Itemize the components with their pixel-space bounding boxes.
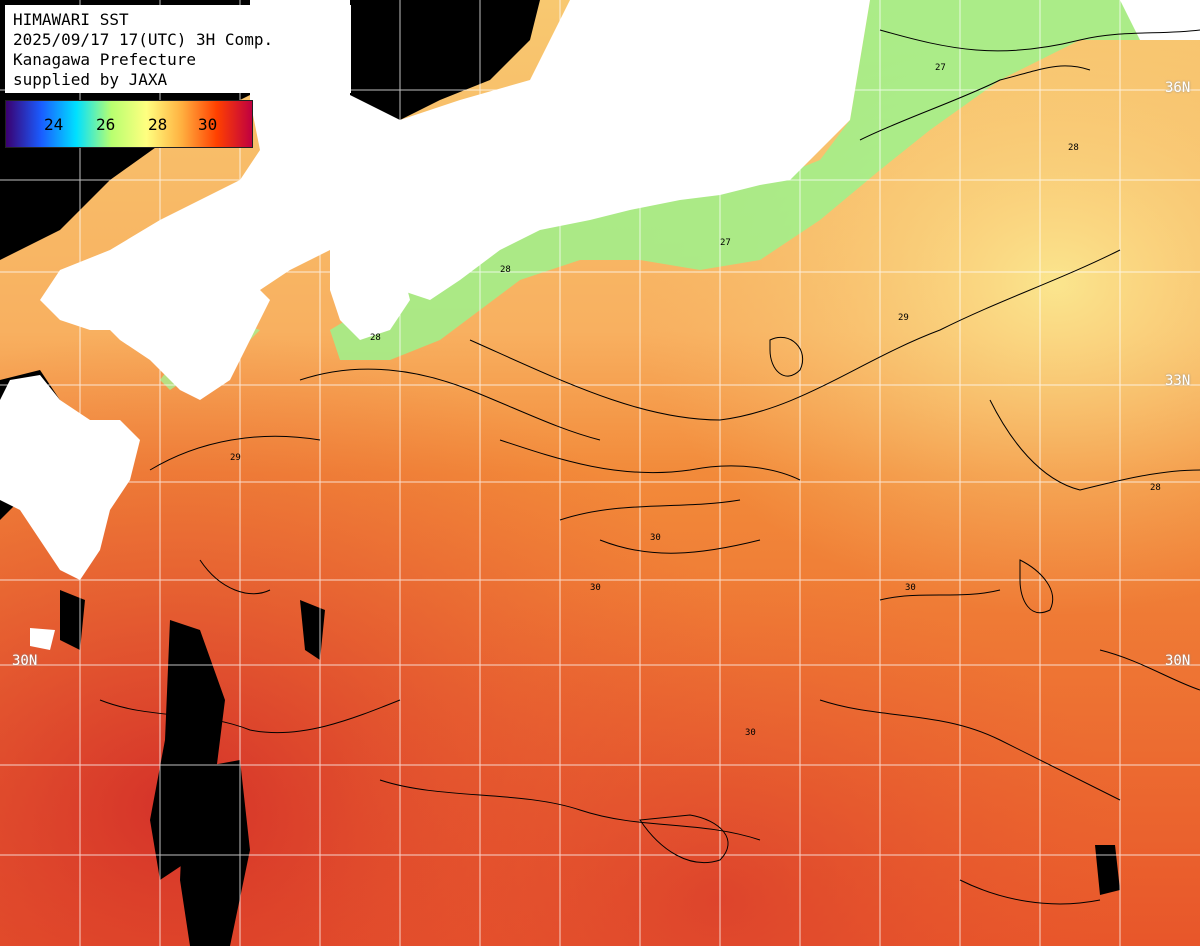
lat-label-30n-right: 30N [1165, 653, 1191, 669]
lat-label-30n-left: 30N [12, 653, 38, 669]
isotherm-contours [99, 29, 1200, 905]
legend-tick-30: 30 [198, 115, 218, 134]
no-data-streak-1 [150, 620, 225, 880]
contour-label-30a: 30 [650, 533, 661, 543]
contour-label-29a: 29 [898, 313, 909, 323]
header-line-datetime: 2025/09/17 17(UTC) 3H Comp. [13, 30, 274, 49]
no-data-streak-3 [300, 600, 325, 660]
contour-label-30b: 30 [590, 583, 601, 593]
contour-label-30d: 30 [905, 583, 916, 593]
header-line-supplier: supplied by JAXA [13, 70, 168, 89]
legend-tick-24: 24 [44, 115, 64, 134]
lat-label-33n-right: 33N [1165, 373, 1191, 389]
land-honshu [40, 0, 870, 330]
contour-label-28b: 28 [1068, 143, 1079, 153]
land-island-small [30, 628, 55, 650]
header-line-region: Kanagawa Prefecture [13, 50, 197, 69]
contour-label-27b: 27 [720, 238, 731, 248]
no-data-east [1095, 845, 1120, 895]
color-legend: 24 26 28 30 [5, 100, 253, 148]
land-kyushu [0, 375, 140, 580]
land-shikoku [90, 270, 270, 400]
contour-label-group: 27 27 28 28 28 28 29 29 30 30 30 30 [230, 63, 1161, 738]
contour-label-28d: 28 [370, 333, 381, 343]
contour-label-29b: 29 [230, 453, 241, 463]
contour-label-30c: 30 [745, 728, 756, 738]
land-kii [330, 240, 410, 340]
land-east [1120, 0, 1200, 40]
contour-label-28a: 28 [500, 265, 511, 275]
no-data-island [60, 590, 85, 650]
legend-tick-28: 28 [148, 115, 168, 134]
header-line-satellite: HIMAWARI SST [13, 10, 129, 29]
lat-label-36n-right: 36N [1165, 80, 1191, 96]
legend-tick-26: 26 [96, 115, 116, 134]
no-data-streak-2 [180, 760, 250, 946]
header-info-box: HIMAWARI SST 2025/09/17 17(UTC) 3H Comp.… [5, 5, 351, 93]
contour-label-28c: 28 [1150, 483, 1161, 493]
contour-label-27a: 27 [935, 63, 946, 73]
